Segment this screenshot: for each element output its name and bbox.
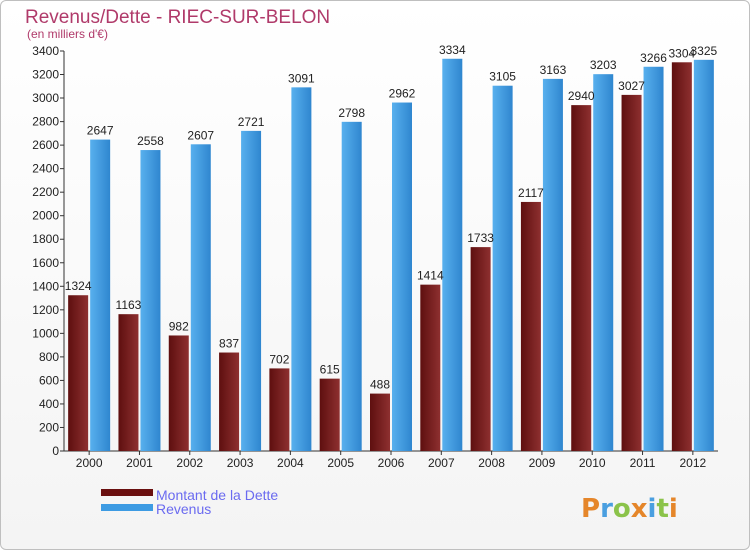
x-tick-label: 2010 bbox=[579, 456, 606, 470]
y-tick-label: 2200 bbox=[32, 185, 59, 199]
y-tick-label: 1800 bbox=[32, 232, 59, 246]
bar-revenus-label: 3091 bbox=[288, 71, 315, 85]
x-tick-label: 2002 bbox=[176, 456, 203, 470]
x-tick-label: 2012 bbox=[679, 456, 706, 470]
legend-label-dette: Montant de la Dette bbox=[156, 487, 278, 503]
bar-dette-label: 702 bbox=[269, 352, 289, 366]
bar-revenus-label: 3334 bbox=[439, 43, 466, 57]
bar-revenus bbox=[392, 102, 412, 451]
bar-dette-label: 3304 bbox=[668, 46, 695, 60]
bar-dette-label: 488 bbox=[370, 378, 390, 392]
y-tick-label: 1000 bbox=[32, 326, 59, 340]
legend: Montant de la Dette Revenus bbox=[101, 487, 278, 517]
y-tick-label: 800 bbox=[39, 350, 59, 364]
y-tick-label: 200 bbox=[39, 420, 59, 434]
legend-swatch-revenus bbox=[101, 504, 153, 511]
bar-revenus-label: 3203 bbox=[590, 58, 617, 72]
x-tick-label: 2004 bbox=[277, 456, 304, 470]
y-tick-label: 600 bbox=[39, 373, 59, 387]
bar-dette bbox=[571, 105, 592, 451]
bar-dette bbox=[219, 352, 240, 451]
bar-revenus-label: 2721 bbox=[238, 115, 265, 129]
bar-dette-label: 837 bbox=[219, 337, 239, 351]
bar-revenus bbox=[492, 85, 513, 452]
bar-dette bbox=[420, 284, 441, 451]
bar-revenus-label: 3325 bbox=[690, 44, 717, 58]
data-labels: 1324 2647 1163 2558 982 2607 837 2721 702 3091 615… bbox=[65, 43, 718, 392]
y-tick-label: 2000 bbox=[32, 209, 59, 223]
x-tick-label: 2011 bbox=[630, 456, 656, 470]
bar-dette-label: 982 bbox=[169, 319, 189, 333]
y-tick-label: 1600 bbox=[32, 256, 59, 270]
bar-dette-label: 1733 bbox=[467, 231, 494, 245]
bar-revenus bbox=[190, 144, 211, 451]
bar-dette-label: 2940 bbox=[568, 89, 595, 103]
bar-revenus-label: 2962 bbox=[389, 87, 416, 101]
y-tick-label: 3400 bbox=[32, 44, 59, 58]
bar-revenus bbox=[291, 87, 312, 452]
bar-dette bbox=[319, 378, 340, 451]
y-tick-label: 3000 bbox=[32, 91, 59, 105]
bar-dette bbox=[168, 335, 189, 451]
bar-dette bbox=[370, 393, 390, 451]
bar-dette bbox=[520, 201, 541, 451]
x-tick-label: 2006 bbox=[378, 456, 405, 470]
bar-revenus-label: 2558 bbox=[137, 134, 164, 148]
bar-dette-label: 1324 bbox=[65, 279, 92, 293]
x-tick-label: 2007 bbox=[428, 456, 455, 470]
x-tick-label: 2009 bbox=[529, 456, 556, 470]
bar-dette bbox=[470, 247, 491, 451]
bar-revenus bbox=[643, 66, 664, 451]
y-tick-label: 3200 bbox=[32, 68, 59, 82]
y-tick-label: 2400 bbox=[32, 162, 59, 176]
legend-label-revenus: Revenus bbox=[156, 501, 211, 517]
bar-revenus bbox=[90, 139, 111, 451]
bar-revenus bbox=[442, 58, 463, 451]
bar-revenus bbox=[140, 150, 161, 451]
bar-dette bbox=[671, 62, 692, 451]
bar-revenus bbox=[241, 130, 262, 451]
x-tick-label: 2001 bbox=[126, 456, 153, 470]
bar-revenus-label: 3163 bbox=[540, 63, 567, 77]
y-tick-label: 2800 bbox=[32, 115, 59, 129]
y-tick-label: 2600 bbox=[32, 138, 59, 152]
bar-revenus-label: 2607 bbox=[187, 128, 214, 142]
bar-revenus-label: 3266 bbox=[640, 51, 667, 65]
legend-swatch-dette bbox=[101, 489, 153, 496]
axes: 0 200 400 600 800 1000 1200 1400 1600 1800 2000 220… bbox=[32, 44, 718, 470]
bar-dette-label: 2117 bbox=[518, 186, 544, 200]
bar-dette bbox=[68, 295, 89, 451]
bar-dette bbox=[621, 94, 642, 451]
x-tick-label: 2005 bbox=[327, 456, 354, 470]
bar-revenus-label: 3105 bbox=[489, 70, 516, 84]
bar-revenus bbox=[693, 59, 714, 452]
bar-dette-label: 1414 bbox=[417, 269, 444, 283]
bars bbox=[68, 58, 714, 452]
bar-dette bbox=[118, 314, 139, 451]
x-tick-label: 2000 bbox=[76, 456, 103, 470]
y-tick-label: 0 bbox=[52, 444, 59, 458]
bar-revenus bbox=[341, 121, 362, 451]
proxiti-logo: Proxiti bbox=[581, 494, 678, 524]
bar-revenus bbox=[593, 74, 614, 452]
bar-revenus-label: 2798 bbox=[338, 106, 365, 120]
y-tick-label: 400 bbox=[39, 397, 59, 411]
bar-dette bbox=[269, 368, 290, 451]
bar-dette-label: 1163 bbox=[116, 298, 142, 312]
bar-dette-label: 615 bbox=[320, 363, 340, 377]
svg-text:Proxiti: Proxiti bbox=[581, 494, 678, 524]
y-tick-label: 1200 bbox=[32, 303, 59, 317]
chart-subtitle: (en milliers d'€) bbox=[27, 27, 108, 41]
x-tick-label: 2003 bbox=[227, 456, 254, 470]
y-tick-label: 1400 bbox=[32, 279, 59, 293]
x-tick-label: 2008 bbox=[478, 456, 505, 470]
bar-revenus-label: 2647 bbox=[87, 124, 114, 138]
chart-title: Revenus/Dette - RIEC-SUR-BELON bbox=[25, 7, 330, 28]
bar-revenus bbox=[542, 78, 563, 451]
bar-dette-label: 3027 bbox=[618, 79, 645, 93]
